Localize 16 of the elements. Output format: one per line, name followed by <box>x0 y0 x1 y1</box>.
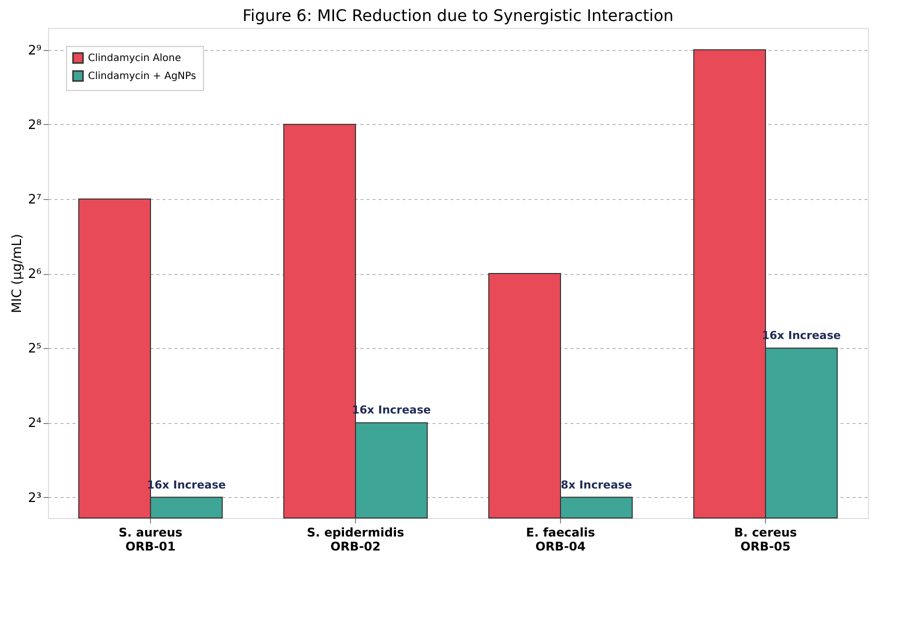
legend-label: Clindamycin + AgNPs <box>88 71 196 82</box>
x-tick-label: B. cereus ORB-05 <box>734 526 797 554</box>
y-tick-label: 2⁶ <box>28 267 42 282</box>
x-tick-label: S. epidermidis ORB-02 <box>306 526 404 554</box>
annotation: 8x Increase <box>560 478 632 492</box>
y-axis-title: MIC (µg/mL) <box>10 234 26 314</box>
x-tick-label: S. aureus ORB-01 <box>118 526 182 554</box>
y-tick-label: 2⁸ <box>28 118 42 133</box>
legend-label: Clindamycin Alone <box>88 53 182 64</box>
chart-title: Figure 6: MIC Reduction due to Synergistic Interaction <box>242 6 674 25</box>
y-tick-label: 2⁷ <box>28 192 42 208</box>
y-tick-label: 2⁹ <box>28 43 42 58</box>
y-tick-label: 2⁵ <box>28 342 42 357</box>
y-tick-label: 2⁴ <box>28 416 42 432</box>
y-tick-label: 2³ <box>28 490 42 506</box>
x-tick-label: E. faecalis ORB-04 <box>526 526 595 554</box>
